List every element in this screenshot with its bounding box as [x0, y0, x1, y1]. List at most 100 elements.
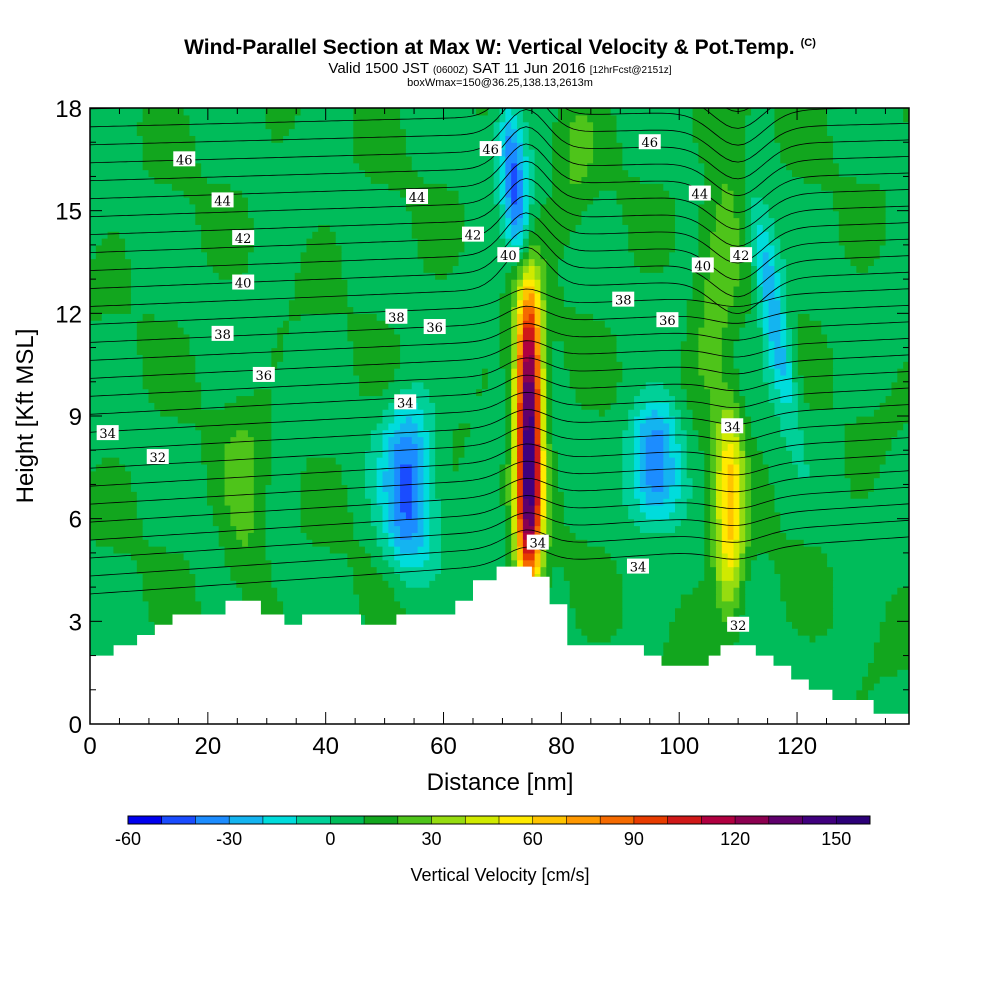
velocity-cell: [195, 422, 272, 431]
velocity-cell: [534, 265, 542, 273]
velocity-cell: [429, 552, 442, 561]
velocity-cell: [698, 203, 717, 212]
velocity-cell: [271, 463, 308, 472]
velocity-cell: [353, 587, 395, 595]
velocity-cell: [733, 525, 740, 533]
velocity-cell: [540, 559, 547, 568]
velocity-cell: [792, 374, 805, 383]
velocity-cell: [522, 285, 536, 294]
velocity-cell: [394, 504, 401, 513]
velocity-cell: [552, 450, 559, 458]
velocity-cell: [639, 436, 647, 444]
velocity-cell: [745, 498, 752, 506]
velocity-cell: [534, 409, 542, 417]
velocity-cell: [400, 340, 501, 349]
velocity-cell: [534, 149, 553, 157]
velocity-cell: [715, 217, 740, 225]
velocity-cell: [552, 504, 565, 513]
velocity-cell: [622, 614, 676, 622]
velocity-cell: [271, 450, 366, 458]
velocity-cell: [675, 217, 699, 225]
velocity-cell: [534, 546, 542, 554]
theta-label-text: 38: [388, 311, 405, 326]
velocity-cell: [616, 388, 641, 397]
velocity-cell: [271, 409, 384, 417]
velocity-cell: [780, 142, 834, 150]
velocity-cell: [452, 450, 465, 458]
theta-label-box: [626, 558, 649, 574]
velocity-cell: [247, 210, 413, 219]
velocity-cell: [780, 416, 799, 424]
velocity-cell: [563, 251, 635, 260]
velocity-cell: [522, 333, 536, 342]
velocity-cell: [745, 128, 776, 136]
velocity-cell: [90, 374, 144, 383]
velocity-cell: [844, 463, 881, 472]
velocity-cell: [663, 641, 735, 650]
velocity-cell: [517, 190, 524, 198]
velocity-cell: [721, 457, 735, 465]
velocity-cell: [90, 573, 144, 581]
velocity-cell: [710, 470, 717, 479]
velocity-cell: [522, 518, 530, 527]
theta-label-text: 32: [730, 619, 747, 634]
velocity-cell: [511, 463, 518, 472]
velocity-cell: [505, 279, 512, 287]
velocity-cell: [622, 361, 682, 369]
velocity-cell: [201, 244, 255, 253]
velocity-cell: [751, 573, 781, 581]
velocity-cell: [540, 210, 582, 219]
velocity-cell: [528, 231, 571, 239]
velocity-cell: [265, 525, 302, 533]
velocity-cell: [534, 155, 553, 164]
colorbar-swatch: [296, 816, 331, 824]
velocity-cell: [511, 135, 518, 143]
velocity-cell: [663, 463, 676, 472]
velocity-cell: [698, 361, 723, 369]
velocity-cell: [552, 498, 565, 506]
velocity-cell: [265, 491, 302, 499]
velocity-cell: [739, 539, 746, 547]
velocity-cell: [247, 429, 272, 438]
velocity-cell: [663, 450, 670, 458]
velocity-cell: [394, 491, 401, 499]
velocity-cell: [786, 279, 909, 287]
velocity-cell: [792, 368, 799, 376]
velocity-cell: [540, 313, 547, 321]
velocity-cell: [353, 532, 378, 540]
velocity-cell: [230, 504, 255, 513]
velocity-cell: [534, 190, 553, 198]
velocity-cell: [774, 292, 781, 301]
velocity-cell: [423, 381, 483, 390]
velocity-cell: [511, 436, 518, 444]
velocity-cell: [142, 532, 220, 540]
velocity-cell: [762, 327, 770, 335]
velocity-cell: [598, 409, 606, 417]
velocity-cell: [288, 128, 354, 136]
velocity-cell: [546, 484, 553, 492]
velocity-cell: [253, 477, 272, 486]
velocity-cell: [429, 388, 477, 397]
velocity-cell: [751, 518, 781, 527]
velocity-cell: [616, 196, 676, 205]
velocity-cell: [751, 292, 758, 301]
velocity-cell: [762, 374, 776, 383]
velocity-cell: [288, 320, 348, 328]
velocity-cell: [522, 299, 536, 308]
theta-label-box: [688, 185, 711, 201]
velocity-cell: [423, 450, 430, 458]
velocity-cell: [189, 114, 267, 123]
velocity-cell: [546, 539, 553, 547]
velocity-cell: [710, 504, 717, 513]
velocity-cell: [739, 552, 746, 561]
velocity-cell: [651, 429, 664, 438]
velocity-cell: [803, 443, 846, 451]
velocity-cell: [797, 422, 846, 431]
velocity-cell: [768, 477, 852, 486]
velocity-cell: [271, 566, 354, 575]
velocity-cell: [721, 498, 729, 506]
velocity-cell: [142, 525, 220, 533]
velocity-cell: [768, 381, 776, 390]
velocity-cell: [370, 436, 384, 444]
velocity-cell: [511, 203, 524, 212]
